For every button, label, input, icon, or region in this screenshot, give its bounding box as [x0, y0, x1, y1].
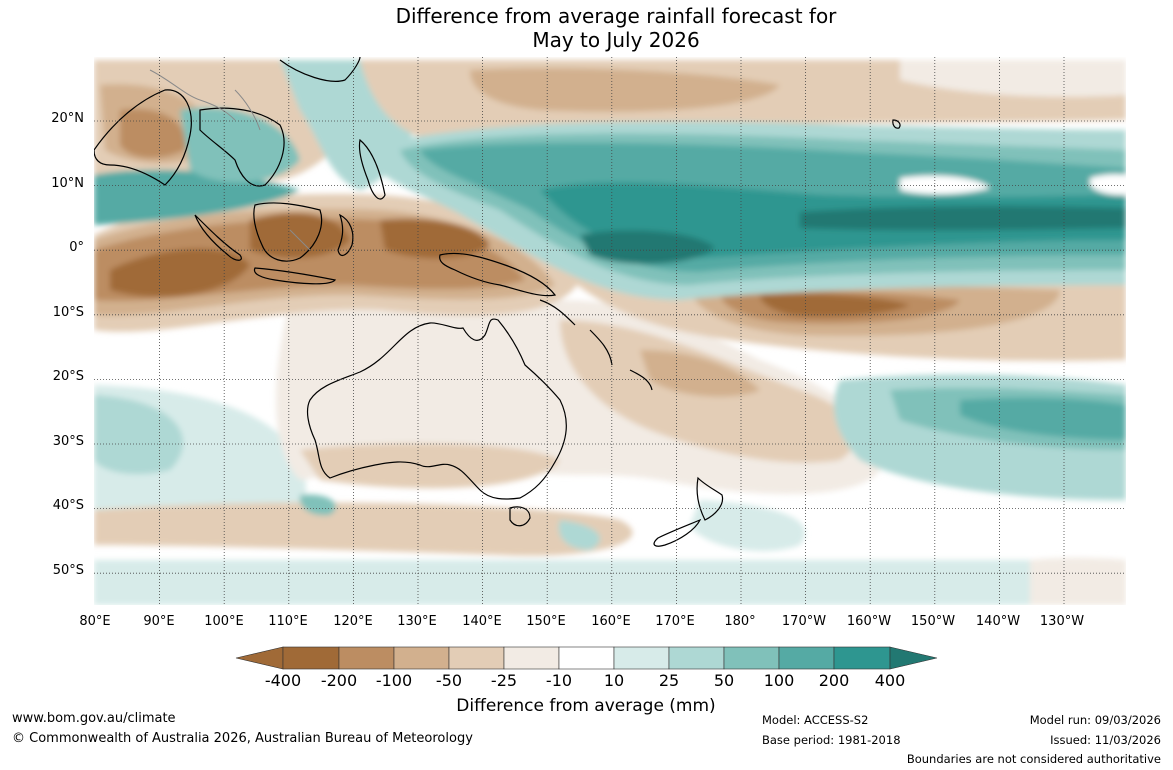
colorbar-tick: -200: [320, 671, 358, 690]
issued-date: Issued: 11/03/2026: [1050, 733, 1161, 747]
colorbar-tick: 100: [763, 671, 795, 690]
title-line-1: Difference from average rainfall forecas…: [395, 4, 837, 28]
hawaii-dry-patch: [900, 175, 990, 195]
india-outline: [94, 89, 192, 186]
philippines-outline: [358, 138, 386, 200]
indian-ocean-wet-core: [94, 395, 184, 475]
lon-label: 160°W: [846, 614, 892, 629]
north-pacific-dry-core: [470, 68, 780, 112]
lon-label: 140°W: [975, 614, 1021, 629]
hawaii-outline: [892, 119, 901, 129]
colorbar-tick: -25: [490, 671, 518, 690]
lon-label: 160°E: [591, 614, 631, 629]
copyright-text: © Commonwealth of Australia 2026, Austra…: [12, 731, 473, 746]
lon-label: 90°E: [143, 614, 175, 629]
colorbar-tick: 50: [713, 671, 735, 690]
north-pacific-dry-light: [900, 60, 1126, 97]
itcz-wet-core-east: [800, 206, 1126, 231]
tasmania-outline: [509, 506, 531, 527]
coastlines: [94, 57, 901, 547]
sulawesi-outline: [337, 213, 354, 257]
tasman-wet-patch: [558, 520, 600, 550]
nz-north-island-outline: [696, 476, 724, 521]
borneo-border: [289, 229, 311, 251]
lat-label: 30°S: [52, 434, 84, 449]
itcz-wet-core-west: [580, 230, 715, 265]
model-name: Model: ACCESS-S2: [762, 713, 869, 727]
southern-dry-band: [94, 502, 633, 556]
tasman-wet: [690, 500, 806, 552]
lon-label: 150°E: [526, 614, 566, 629]
lon-label: 150°W: [910, 614, 956, 629]
china-coast-outline: [279, 57, 361, 82]
colorbar-tick: 25: [658, 671, 680, 690]
borneo-outline: [253, 202, 323, 262]
east-pacific-dry-patch: [1090, 174, 1126, 196]
sumatra-outline: [194, 214, 242, 261]
lon-label: 170°W: [781, 614, 827, 629]
nz-south-island-outline: [653, 518, 702, 547]
pacific-islands-outline: [539, 299, 653, 391]
lat-label: 20°N: [51, 111, 84, 126]
lon-label: 100°E: [204, 614, 244, 629]
title-line-2: May to July 2026: [532, 28, 700, 52]
asia-borders: [149, 69, 261, 131]
bight-wet-patch: [299, 494, 336, 516]
lon-label: 120°E: [333, 614, 373, 629]
lat-label: 40°S: [52, 498, 84, 513]
andaman-wet: [94, 170, 300, 225]
lat-label: 10°S: [52, 305, 84, 320]
lon-label: 130°W: [1039, 614, 1085, 629]
indian-ocean-dry-core: [110, 248, 250, 297]
colorbar-tick: -50: [435, 671, 463, 690]
colorbar-tick: -400: [264, 671, 302, 690]
south-pacific-dry-core: [760, 294, 910, 317]
lon-label: 130°E: [397, 614, 437, 629]
colorbar-title: Difference from average (mm): [456, 696, 716, 716]
colorbar-tick: -10: [545, 671, 573, 690]
new-guinea-dry-core: [380, 218, 490, 259]
borneo-dry-core: [250, 212, 350, 259]
colorbar-tick: 10: [603, 671, 625, 690]
website-link[interactable]: www.bom.gov.au/climate: [12, 711, 176, 726]
lon-label: 140°E: [462, 614, 502, 629]
indochina-wet: [180, 107, 300, 183]
disclaimer-text: Boundaries are not considered authoritat…: [906, 752, 1161, 766]
java-outline: [253, 267, 337, 285]
graticule: [94, 57, 1126, 605]
southeast-dry-patch: [1030, 557, 1126, 605]
lat-label: 0°: [69, 240, 84, 255]
indochina-outline: [199, 107, 285, 187]
colorbar-tick: 400: [874, 671, 906, 690]
lon-label: 80°E: [79, 614, 111, 629]
coral-sea-dry-core: [640, 350, 760, 397]
lat-label: 10°N: [51, 176, 84, 191]
country-borders: [149, 69, 311, 251]
chart-title: Difference from average rainfall forecas…: [0, 4, 1173, 52]
lat-label: 20°S: [52, 369, 84, 384]
lat-label: 50°S: [52, 563, 84, 578]
colorbar-tick: -100: [375, 671, 413, 690]
lon-label: 110°E: [268, 614, 308, 629]
model-run-date: Model run: 09/03/2026: [1029, 713, 1161, 727]
lon-label: 180°: [724, 614, 756, 629]
south-pacific-wet-core: [960, 397, 1126, 440]
rainfall-field: [94, 57, 1126, 605]
australia-outline: [306, 318, 567, 500]
colorbar-tick: 200: [818, 671, 850, 690]
base-period: Base period: 1981-2018: [762, 733, 901, 747]
new-guinea-outline: [439, 252, 557, 297]
southern-wet-band: [94, 560, 1126, 605]
lon-label: 170°E: [655, 614, 695, 629]
